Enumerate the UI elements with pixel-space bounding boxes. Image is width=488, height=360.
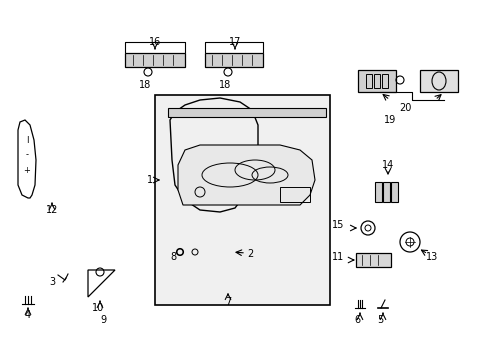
Bar [382, 182, 389, 202]
Text: 18: 18 [139, 80, 151, 90]
Text: 3: 3 [49, 277, 55, 287]
Text: 2: 2 [246, 249, 253, 259]
Text: 15: 15 [331, 220, 344, 230]
Polygon shape [178, 145, 314, 205]
Text: 19: 19 [383, 115, 395, 125]
Text: 12: 12 [46, 205, 58, 215]
Text: 20: 20 [398, 103, 410, 113]
Text: 18: 18 [219, 80, 231, 90]
Bar [419, 70, 457, 92]
Bar [374, 182, 381, 202]
Bar [204, 53, 263, 67]
Bar [390, 182, 397, 202]
Text: -: - [25, 150, 28, 159]
Text: 5: 5 [376, 315, 382, 325]
Text: 8: 8 [170, 252, 176, 262]
Text: 17: 17 [228, 37, 241, 47]
Bar [280, 187, 309, 202]
Bar [125, 53, 184, 67]
Text: 11: 11 [331, 252, 344, 262]
Bar [373, 74, 379, 88]
Text: 10: 10 [92, 303, 104, 313]
Text: 13: 13 [425, 252, 437, 262]
Bar [155, 95, 329, 305]
Bar [381, 74, 387, 88]
Text: 1: 1 [146, 175, 153, 185]
Bar [365, 74, 371, 88]
Text: +: + [23, 166, 30, 175]
Polygon shape [168, 108, 325, 117]
Bar [357, 70, 395, 92]
Text: I: I [26, 135, 28, 144]
Text: 7: 7 [224, 297, 231, 307]
Text: 14: 14 [381, 160, 393, 170]
Text: 6: 6 [353, 315, 359, 325]
Bar [355, 253, 390, 267]
Text: 9: 9 [100, 315, 106, 325]
Text: 16: 16 [148, 37, 161, 47]
Text: 4: 4 [25, 310, 31, 320]
